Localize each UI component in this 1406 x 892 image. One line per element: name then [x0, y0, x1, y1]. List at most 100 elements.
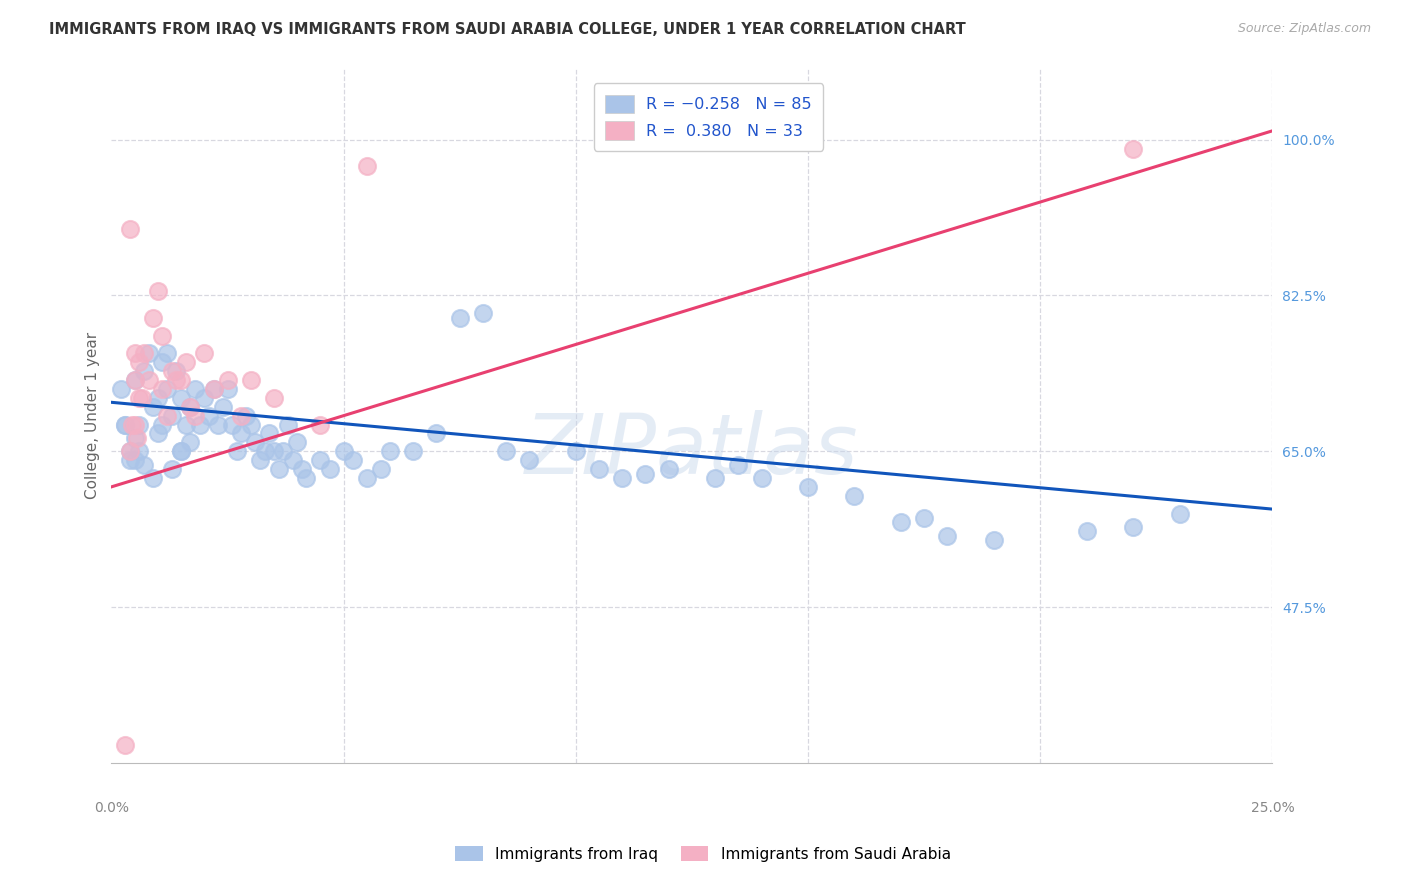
Point [370, 462, 392, 476]
Point [471, 306, 494, 320]
Point [114, 417, 136, 432]
Point [332, 444, 354, 458]
Point [253, 444, 276, 458]
Point [160, 409, 183, 423]
Point [118, 444, 141, 458]
Point [132, 458, 155, 472]
Point [170, 444, 193, 458]
Point [235, 409, 257, 423]
Text: 25.0%: 25.0% [1250, 801, 1295, 815]
Point [179, 400, 201, 414]
Point [156, 382, 179, 396]
Point [912, 511, 935, 525]
Point [425, 426, 447, 441]
Point [378, 444, 401, 458]
Point [1168, 507, 1191, 521]
Point [124, 346, 146, 360]
Point [356, 160, 378, 174]
Point [142, 310, 165, 325]
Point [138, 346, 160, 360]
Point [245, 435, 267, 450]
Point [495, 444, 517, 458]
Point [179, 435, 201, 450]
Point [565, 444, 588, 458]
Point [184, 382, 207, 396]
Point [217, 373, 239, 387]
Point [110, 382, 132, 396]
Point [132, 364, 155, 378]
Point [160, 462, 183, 476]
Point [983, 533, 1005, 548]
Point [165, 373, 187, 387]
Point [128, 391, 150, 405]
Point [132, 346, 155, 360]
Point [634, 467, 657, 481]
Point [146, 284, 169, 298]
Text: 0.0%: 0.0% [94, 801, 129, 815]
Point [128, 417, 150, 432]
Point [156, 409, 179, 423]
Point [221, 417, 243, 432]
Point [142, 400, 165, 414]
Point [118, 221, 141, 235]
Point [277, 417, 299, 432]
Point [121, 417, 143, 432]
Point [142, 471, 165, 485]
Point [198, 409, 221, 423]
Y-axis label: College, Under 1 year: College, Under 1 year [86, 332, 100, 500]
Text: ZIPatlas: ZIPatlas [524, 409, 859, 491]
Point [125, 431, 148, 445]
Point [193, 391, 215, 405]
Point [588, 462, 610, 476]
Point [1122, 520, 1144, 534]
Point [152, 355, 174, 369]
Point [170, 373, 193, 387]
Point [146, 391, 169, 405]
Point [225, 444, 247, 458]
Point [160, 364, 183, 378]
Point [202, 382, 225, 396]
Point [309, 417, 332, 432]
Point [797, 480, 820, 494]
Point [239, 373, 262, 387]
Point [170, 391, 193, 405]
Point [128, 355, 150, 369]
Point [263, 391, 285, 405]
Point [751, 471, 773, 485]
Point [295, 471, 318, 485]
Point [174, 417, 197, 432]
Point [291, 462, 314, 476]
Point [402, 444, 425, 458]
Point [124, 373, 146, 387]
Point [519, 453, 541, 467]
Point [267, 462, 290, 476]
Point [193, 346, 215, 360]
Point [124, 373, 146, 387]
Point [202, 382, 225, 396]
Point [342, 453, 364, 467]
Point [174, 355, 197, 369]
Point [152, 328, 174, 343]
Point [118, 444, 141, 458]
Point [188, 417, 211, 432]
Legend: Immigrants from Iraq, Immigrants from Saudi Arabia: Immigrants from Iraq, Immigrants from Sa… [446, 837, 960, 871]
Point [124, 417, 146, 432]
Point [114, 738, 136, 752]
Point [239, 417, 262, 432]
Point [138, 373, 160, 387]
Point [612, 471, 634, 485]
Point [263, 444, 285, 458]
Point [309, 453, 332, 467]
Point [727, 458, 749, 472]
Text: IMMIGRANTS FROM IRAQ VS IMMIGRANTS FROM SAUDI ARABIA COLLEGE, UNDER 1 YEAR CORRE: IMMIGRANTS FROM IRAQ VS IMMIGRANTS FROM … [49, 22, 966, 37]
Point [170, 444, 193, 458]
Point [281, 453, 304, 467]
Point [259, 426, 281, 441]
Point [658, 462, 681, 476]
Point [890, 516, 912, 530]
Point [152, 417, 174, 432]
Point [1076, 524, 1098, 539]
Point [1122, 142, 1144, 156]
Point [844, 489, 866, 503]
Text: Source: ZipAtlas.com: Source: ZipAtlas.com [1237, 22, 1371, 36]
